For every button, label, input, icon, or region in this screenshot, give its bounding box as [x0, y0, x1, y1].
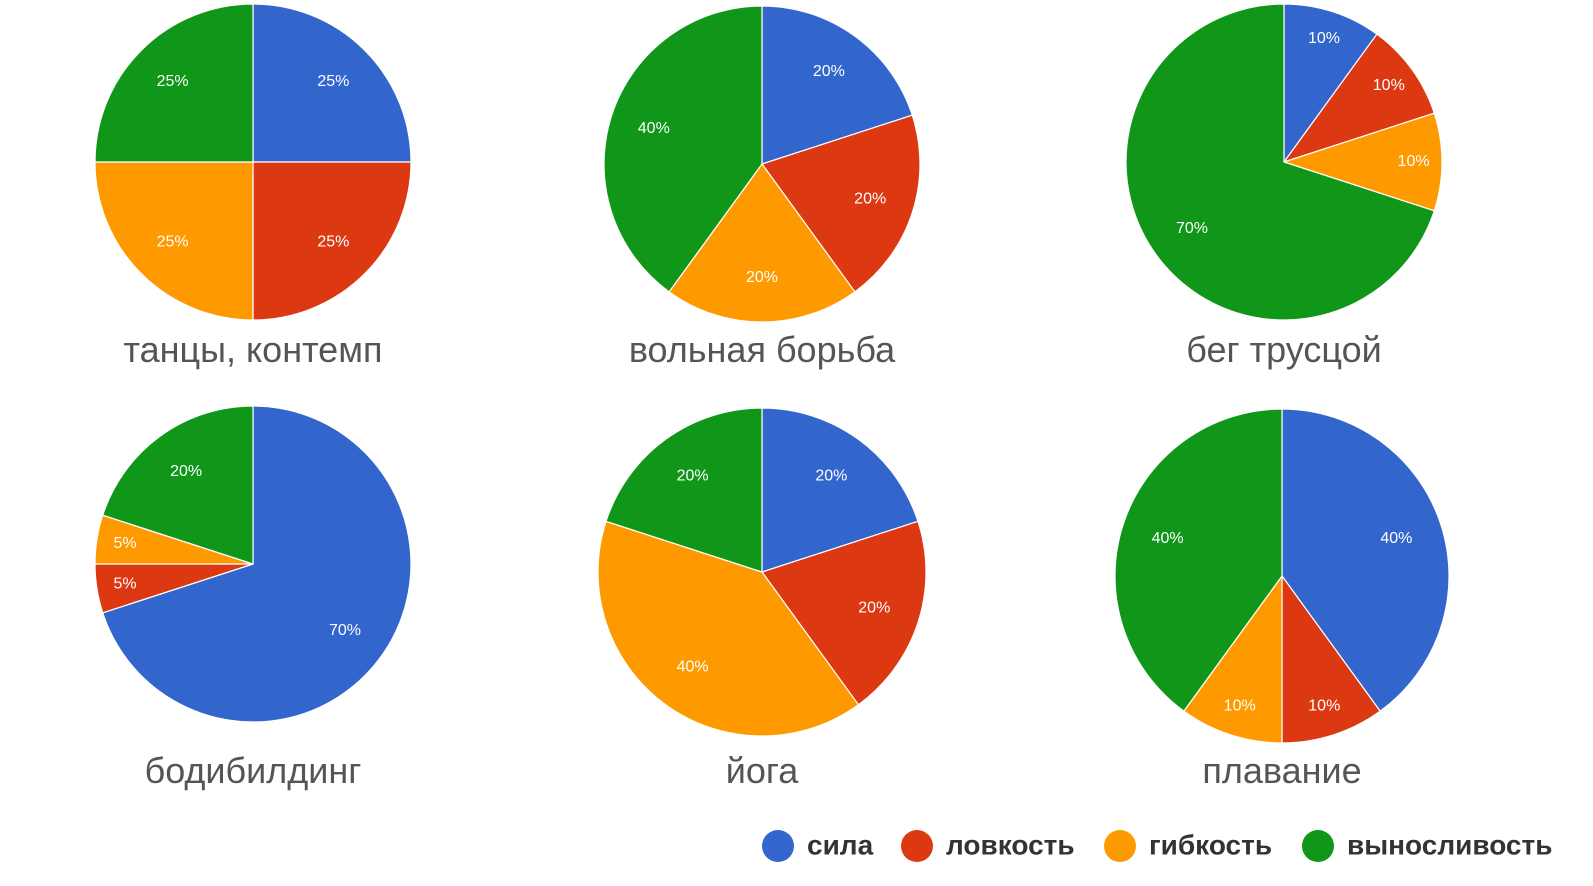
- slice-label: 20%: [854, 190, 886, 207]
- pies-layer: 25% 25% 25% 25% танцы, контемп 20% 20% 20% 40% во…: [94, 3, 1450, 791]
- slice-label: 25%: [317, 73, 349, 90]
- slice-label: 25%: [157, 234, 189, 251]
- legend-label: ловкость: [946, 829, 1075, 860]
- pie-slice-гибкость: [1183, 574, 1283, 744]
- slice-label: 10%: [1398, 153, 1430, 170]
- legend-item-ловкость: ловкость: [901, 829, 1075, 862]
- legend-label: сила: [807, 829, 874, 860]
- pie-slice-ловкость: [1282, 33, 1436, 164]
- pie-slice-выносливость: [1114, 408, 1283, 712]
- legend: сила ловкость гибкость выносливость: [762, 829, 1552, 862]
- slice-label: 10%: [1308, 697, 1340, 714]
- slice-label: 10%: [1224, 697, 1256, 714]
- slice-label: 20%: [813, 63, 845, 80]
- pie-slice-ловкость: [761, 114, 921, 293]
- pie-slice-гибкость: [1282, 112, 1443, 212]
- slice-label: 5%: [113, 535, 136, 552]
- slice-label: 70%: [1176, 220, 1208, 237]
- slice-label: 25%: [317, 234, 349, 251]
- slice-label: 25%: [157, 73, 189, 90]
- legend-item-гибкость: гибкость: [1104, 829, 1272, 862]
- slice-label: 40%: [1152, 530, 1184, 547]
- legend-item-выносливость: выносливость: [1302, 829, 1552, 862]
- pie-chart-5: 20% 20% 40% 20% йога: [597, 407, 927, 791]
- legend-label: гибкость: [1149, 829, 1272, 860]
- pie-chart-4: 70% 5% 5% 20% бодибилдинг: [94, 405, 412, 791]
- pie-chart-6: 40% 10% 10% 40% плавание: [1114, 408, 1450, 791]
- pie-title: бег трусцой: [1186, 329, 1381, 370]
- pie-slice-ловкость: [252, 161, 412, 321]
- legend-swatch: [762, 830, 794, 862]
- pie-chart-2: 20% 20% 20% 40% вольная борьба: [603, 5, 921, 370]
- pie-title: плавание: [1202, 750, 1361, 791]
- slice-label: 40%: [638, 120, 670, 137]
- pie-title: йога: [726, 750, 799, 791]
- pie-title: бодибилдинг: [145, 750, 362, 791]
- legend-swatch: [1302, 830, 1334, 862]
- pie-slice-выносливость: [94, 3, 254, 163]
- pie-title: вольная борьба: [629, 329, 896, 370]
- pie-slice-ловкость: [761, 520, 927, 706]
- slice-label: 10%: [1308, 30, 1340, 47]
- pie-chart-3: 10% 10% 10% 70% бег трусцой: [1125, 3, 1443, 370]
- pie-slice-сила: [252, 3, 412, 163]
- slice-label: 20%: [677, 468, 709, 485]
- slice-label: 20%: [170, 463, 202, 480]
- pie-slice-сила: [1281, 408, 1450, 712]
- slice-label: 5%: [113, 576, 136, 593]
- pie-slice-выносливость: [1125, 3, 1436, 321]
- pie-slice-выносливость: [605, 407, 763, 573]
- pie-chart-1: 25% 25% 25% 25% танцы, контемп: [94, 3, 412, 370]
- legend-swatch: [901, 830, 933, 862]
- pie-slice-гибкость: [597, 520, 860, 737]
- slice-label: 70%: [329, 622, 361, 639]
- pie-slice-гибкость: [668, 162, 856, 323]
- slice-label: 20%: [858, 600, 890, 617]
- pie-slice-сила: [761, 5, 914, 165]
- slice-label: 40%: [1380, 530, 1412, 547]
- pie-slice-выносливость: [603, 5, 763, 293]
- legend-item-сила: сила: [762, 829, 874, 862]
- slice-label: 20%: [746, 269, 778, 286]
- slice-label: 40%: [677, 659, 709, 676]
- slice-label: 10%: [1373, 77, 1405, 94]
- pie-slice-сила: [101, 405, 412, 723]
- legend-label: выносливость: [1347, 829, 1552, 860]
- pie-slice-ловкость: [1281, 574, 1381, 744]
- legend-swatch: [1104, 830, 1136, 862]
- pie-slice-гибкость: [94, 161, 254, 321]
- pie-title: танцы, контемп: [124, 329, 383, 370]
- pie-slice-сила: [1283, 3, 1378, 164]
- pie-slice-сила: [761, 407, 919, 573]
- pie-slice-выносливость: [101, 405, 254, 565]
- slice-label: 20%: [815, 468, 847, 485]
